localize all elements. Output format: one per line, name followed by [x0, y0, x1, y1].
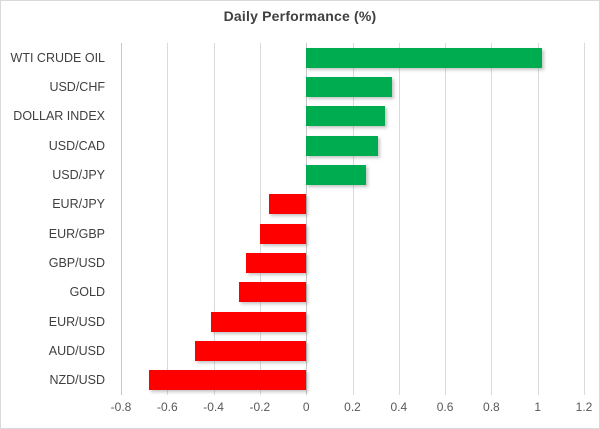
category-label: GOLD	[69, 285, 105, 300]
bar-row	[121, 102, 584, 131]
gridline	[445, 43, 447, 395]
bar-usd-jpy	[306, 164, 367, 185]
bar-row	[121, 160, 584, 189]
bar-gold	[239, 282, 307, 303]
bar-row	[121, 131, 584, 160]
bar-gbp-usd	[246, 252, 307, 273]
x-tick-label: -0.8	[110, 400, 132, 414]
bar-eur-usd	[211, 311, 307, 332]
gridline	[398, 43, 400, 395]
category-label: NZD/USD	[49, 373, 105, 388]
category-label: USD/JPY	[52, 167, 105, 182]
plot-area	[121, 43, 585, 395]
category-label: USD/CAD	[48, 138, 105, 153]
x-tick-label: 0	[302, 400, 310, 414]
chart-title: Daily Performance (%)	[223, 8, 377, 24]
bar-row	[121, 190, 584, 219]
bar-wti-crude-oil	[306, 47, 543, 68]
bar-row	[121, 307, 584, 336]
gridline	[213, 43, 215, 395]
category-label: AUD/USD	[48, 343, 105, 358]
category-axis-labels: WTI CRUDE OIL USD/CHF DOLLAR INDEX USD/CAD U…	[1, 43, 113, 395]
gridline	[584, 43, 585, 395]
x-tick-label: 0.8	[483, 400, 500, 414]
category-label: WTI CRUDE OIL	[10, 50, 105, 65]
bar-eur-jpy	[269, 194, 307, 215]
bar-aud-usd	[195, 340, 307, 361]
category-label: EUR/USD	[48, 314, 105, 329]
bar-series	[121, 43, 584, 395]
value-axis-labels: -0.8 -0.6 -0.4 -0.2 0 0.2 0.4 0.6 0.8 1 1.2	[111, 400, 593, 418]
gridline	[352, 43, 354, 395]
bar-dollar-index	[306, 106, 385, 127]
category-label: EUR/JPY	[52, 197, 105, 212]
bar-row	[121, 72, 584, 101]
gridline	[537, 43, 539, 395]
x-tick-label: 0.6	[436, 400, 454, 414]
bar-row	[121, 248, 584, 277]
x-tick-label: 0.4	[390, 400, 408, 414]
zero-axis-line	[306, 43, 308, 395]
x-tick-label: -0.4	[203, 400, 224, 414]
x-tick-label: -0.2	[249, 400, 271, 414]
x-tick-label: -0.6	[156, 400, 178, 414]
bar-row	[121, 219, 584, 248]
bar-eur-gbp	[259, 223, 307, 244]
bar-usd-cad	[306, 135, 378, 156]
category-label: GBP/USD	[48, 255, 105, 270]
gridline	[491, 43, 493, 395]
bar-row	[121, 336, 584, 365]
bar-nzd-usd	[148, 370, 307, 391]
x-tick-label: 1	[534, 400, 542, 414]
bar-row	[121, 278, 584, 307]
category-label: DOLLAR INDEX	[13, 109, 105, 124]
bar-usd-chf	[306, 76, 392, 97]
x-tick-label: 0.2	[344, 400, 361, 414]
gridline	[167, 43, 169, 395]
category-label: USD/CHF	[49, 79, 105, 94]
category-label: EUR/GBP	[48, 226, 105, 241]
x-tick-label: 1.2	[575, 400, 593, 414]
bar-row	[121, 366, 584, 395]
bar-row	[121, 43, 584, 72]
gridline	[259, 43, 261, 395]
gridline	[121, 43, 122, 395]
